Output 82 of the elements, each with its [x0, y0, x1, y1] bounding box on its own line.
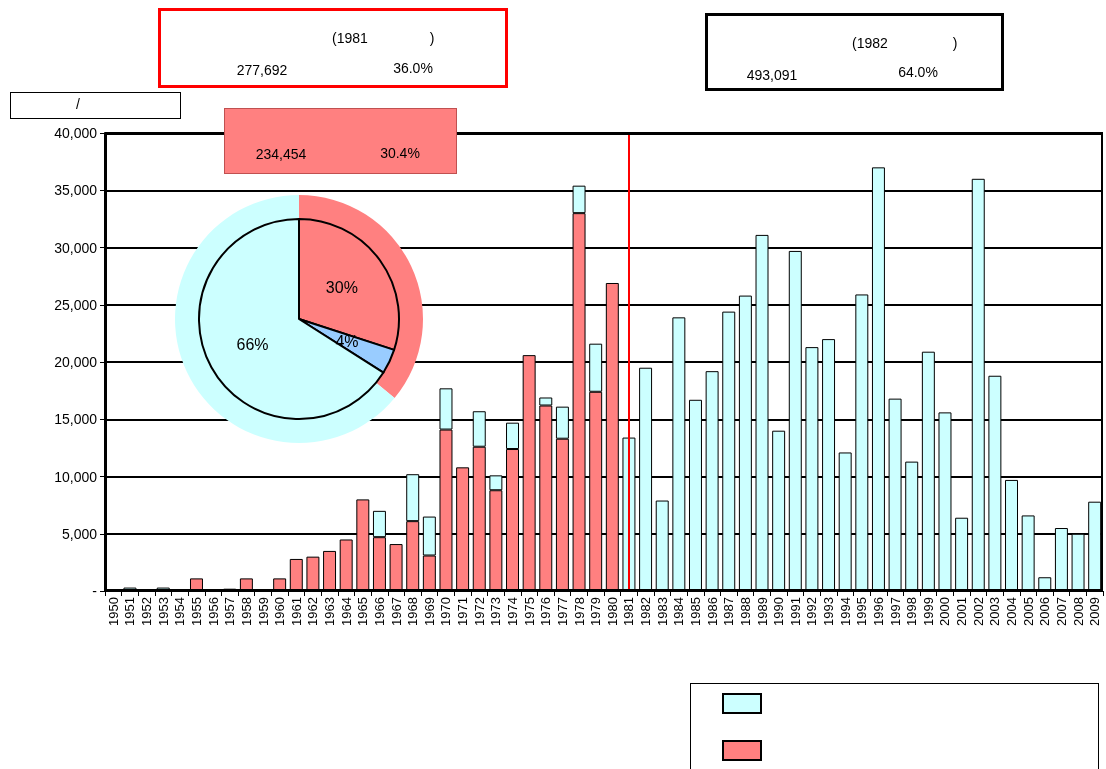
y-tick-label: 20,000 [54, 354, 98, 370]
text: 493,091 [746, 67, 798, 83]
x-tick-label: 1974 [505, 597, 521, 626]
x-tick-label: 1976 [538, 597, 554, 626]
x-tick-label: 1964 [338, 597, 354, 626]
x-tick-label: 1968 [405, 597, 421, 626]
x-tick-label: 1998 [904, 597, 920, 626]
x-tick-label: 1992 [804, 597, 820, 626]
y-tick-label: 40,000 [54, 125, 98, 141]
text: 277,692 [236, 62, 288, 78]
y-tick-label: 15,000 [54, 411, 98, 428]
x-tick-label: 2008 [1070, 597, 1086, 626]
x-tick-label: 2007 [1053, 597, 1069, 626]
y-tick-label: 30,000 [54, 239, 98, 256]
x-tick-label: 2003 [987, 597, 1003, 626]
x-tick-label: 1963 [322, 597, 338, 626]
x-tick-label: 1999 [920, 597, 936, 626]
x-tick-label: 2009 [1087, 597, 1103, 626]
y-axis-title: / [76, 96, 80, 112]
x-tick-label: 1997 [887, 597, 903, 626]
annotation: 234,454 [255, 146, 307, 162]
x-tick-label: 1991 [787, 597, 803, 626]
x-tick-label: 1971 [455, 597, 471, 626]
x-tick-label: 1966 [371, 597, 387, 626]
x-tick-label: 1973 [488, 597, 504, 626]
text: (1981 [332, 30, 368, 46]
x-tick-label: 1982 [638, 597, 654, 626]
x-tick-label: 1990 [771, 597, 787, 626]
y-tick-label: 5,000 [61, 525, 98, 542]
x-tick-label: 1969 [421, 597, 437, 626]
x-tick-label: 1958 [238, 597, 254, 626]
x-tick-label: 1956 [205, 597, 221, 626]
y-tick-label: 25,000 [54, 296, 98, 313]
x-tick-label: 2000 [937, 597, 953, 626]
x-tick-label: 1965 [355, 597, 371, 626]
x-tick-label: 1975 [521, 597, 537, 626]
x-tick-label: 1988 [737, 597, 753, 626]
text: 64.0% [898, 64, 938, 80]
x-tick-label: 1962 [305, 597, 321, 626]
x-tick-label: 1950 [105, 597, 121, 626]
x-tick-label: 1989 [754, 597, 770, 626]
x-tick-label: 1978 [571, 597, 587, 626]
text: (1982 [852, 35, 888, 51]
y-tick-label: 35,000 [54, 182, 98, 199]
data-label: 30% [325, 279, 358, 297]
x-tick-label: 2001 [954, 597, 970, 626]
x-tick-label: 1984 [671, 597, 687, 626]
x-tick-label: 1993 [821, 597, 837, 626]
x-tick-label: 1985 [687, 597, 703, 626]
x-tick-label: 1961 [288, 597, 304, 626]
x-tick-label: 2005 [1020, 597, 1036, 626]
x-tick-label: 1952 [139, 597, 155, 626]
x-tick-label: 1960 [272, 597, 288, 626]
x-tick-label: 1996 [870, 597, 886, 626]
x-tick-label: 1979 [588, 597, 604, 626]
annotation: 30.4% [380, 145, 420, 161]
x-tick-label: 2006 [1037, 597, 1053, 626]
x-tick-label: 1986 [704, 597, 720, 626]
x-tick-label: 1970 [438, 597, 454, 626]
x-tick-label: 1953 [155, 597, 171, 626]
text: ) [952, 35, 958, 51]
x-tick-label: 1967 [388, 597, 404, 626]
x-tick-label: 1980 [604, 597, 620, 626]
x-tick-label: 1994 [837, 597, 853, 626]
x-tick-label: 1981 [621, 597, 637, 626]
x-tick-label: 1951 [122, 597, 138, 626]
x-tick-label: 2002 [970, 597, 986, 626]
x-tick-label: 1983 [654, 597, 670, 626]
x-tick-label: 1957 [222, 597, 238, 626]
x-tick-label: 1977 [554, 597, 570, 626]
x-tick-label: 2004 [1004, 597, 1020, 626]
y-tick-label: - [92, 583, 98, 599]
x-tick-label: 1954 [172, 597, 188, 626]
text: 36.0% [393, 60, 433, 76]
x-tick-label: 1959 [255, 597, 271, 626]
data-label: 66% [236, 336, 269, 354]
text: ) [429, 30, 435, 46]
x-tick-label: 1972 [471, 597, 487, 626]
x-tick-label: 1987 [721, 597, 737, 626]
y-tick-label: 10,000 [54, 468, 98, 485]
x-tick-label: 1995 [854, 597, 870, 626]
x-tick-label: 1955 [188, 597, 204, 626]
